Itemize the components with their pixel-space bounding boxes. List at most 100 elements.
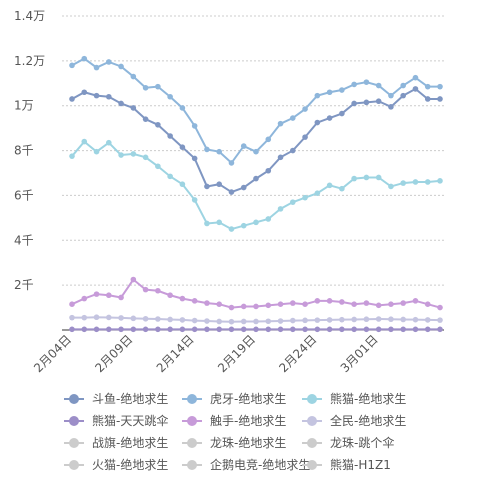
point	[142, 116, 149, 122]
legend-label[interactable]: 龙珠-跳个伞	[330, 435, 394, 450]
point	[326, 326, 333, 333]
point	[191, 317, 198, 324]
point	[228, 160, 235, 166]
x-tick-label: 2月14日	[154, 332, 197, 375]
point	[400, 326, 407, 333]
legend-label[interactable]: 火猫-绝地求生	[92, 457, 168, 472]
point	[253, 219, 259, 226]
point	[118, 326, 124, 333]
point	[130, 276, 137, 283]
point	[302, 317, 308, 324]
legend-label[interactable]: 斗鱼-绝地求生	[92, 391, 168, 406]
point	[375, 174, 382, 181]
point	[326, 182, 333, 189]
point	[93, 148, 100, 155]
point	[106, 93, 112, 100]
point	[314, 326, 321, 333]
y-tick-label: 1.4万	[14, 9, 45, 23]
point	[314, 190, 321, 196]
series-line	[71, 278, 441, 309]
point	[93, 291, 100, 297]
point	[388, 326, 394, 333]
point	[216, 326, 222, 333]
legend-label[interactable]: 企鹅电竞-绝地求生	[210, 457, 310, 472]
point	[412, 316, 419, 323]
legend-dot	[69, 416, 79, 426]
point	[179, 326, 186, 333]
point	[351, 175, 357, 182]
point	[351, 301, 357, 308]
legend-label[interactable]: 战旗-绝地求生	[92, 435, 168, 450]
point	[314, 92, 321, 99]
point	[277, 318, 284, 324]
point	[228, 226, 235, 232]
legend-dot	[69, 394, 79, 404]
point	[351, 316, 357, 323]
legend-label[interactable]: 熊猫-天天跳伞	[92, 413, 168, 428]
point	[155, 326, 161, 333]
point	[424, 83, 431, 90]
legend-label[interactable]: 全民-绝地求生	[330, 413, 406, 428]
point	[191, 298, 198, 304]
point	[412, 298, 419, 304]
y-tick-label: 1万	[14, 99, 34, 113]
point	[375, 98, 382, 105]
point	[228, 189, 235, 195]
legend-dot	[187, 460, 197, 470]
legend-dot	[187, 438, 197, 448]
point	[290, 115, 296, 121]
x-tick-label: 2月24日	[276, 332, 319, 375]
point	[106, 59, 112, 65]
point	[412, 74, 419, 81]
point	[400, 316, 407, 323]
point	[277, 154, 284, 161]
point	[81, 295, 88, 302]
legend-label[interactable]: 触手-绝地求生	[210, 413, 286, 428]
point	[118, 315, 124, 321]
point	[302, 301, 308, 308]
legend-label[interactable]: 虎牙-绝地求生	[210, 391, 286, 406]
legend-dot	[307, 438, 317, 448]
point	[351, 326, 357, 333]
point	[339, 185, 345, 192]
point	[118, 152, 124, 158]
point	[240, 303, 247, 310]
point	[277, 326, 284, 333]
point	[326, 89, 333, 96]
point	[216, 181, 222, 188]
series-line	[71, 57, 440, 165]
x-tick-label: 2月09日	[92, 332, 135, 375]
point	[265, 302, 272, 309]
point	[167, 133, 173, 139]
point	[106, 292, 112, 299]
point	[179, 105, 186, 111]
point	[81, 138, 88, 145]
point	[290, 147, 296, 154]
point	[302, 194, 308, 201]
point	[253, 318, 259, 325]
point	[363, 326, 370, 333]
point	[142, 315, 149, 322]
point	[265, 216, 272, 222]
point	[314, 119, 321, 126]
point	[400, 180, 407, 186]
point	[253, 303, 259, 310]
point	[400, 92, 407, 99]
legend-label[interactable]: 熊猫-绝地求生	[330, 391, 406, 406]
point	[167, 292, 173, 299]
point	[118, 63, 124, 70]
point	[155, 83, 161, 90]
point	[339, 326, 345, 333]
point	[106, 139, 112, 146]
legend-label[interactable]: 龙珠-绝地求生	[210, 435, 286, 450]
point	[130, 73, 137, 80]
point	[167, 316, 173, 323]
point	[437, 304, 443, 311]
point	[400, 82, 407, 89]
point	[191, 123, 198, 129]
legend-label[interactable]: 熊猫-H1Z1	[330, 457, 391, 472]
point	[302, 134, 308, 140]
point	[437, 326, 443, 333]
point	[142, 154, 149, 161]
